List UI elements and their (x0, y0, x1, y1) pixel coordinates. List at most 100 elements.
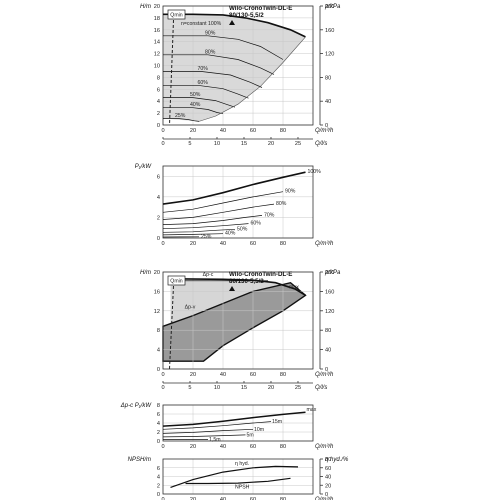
x2-tick-label: 10 (214, 141, 220, 147)
y2-tick-label: 200 (325, 270, 334, 276)
npsh-label: NPSH (235, 485, 250, 491)
qmin-box (167, 9, 186, 20)
x2-axis-label: Q/l/s (315, 141, 327, 147)
y-tick-label: 16 (154, 289, 160, 295)
y-axis-label: H/m (140, 4, 151, 10)
x2-tick-label: 25 (295, 141, 301, 147)
y2-tick-label: 0 (325, 367, 328, 373)
y-axis-label: NPSH/m (128, 457, 151, 463)
speed-curve-70pct (163, 71, 263, 88)
operating-field-area (163, 14, 306, 122)
speed-curve-50pct (163, 97, 236, 108)
x-tick-label: 60 (250, 128, 256, 134)
power-curve-80pct (162, 203, 275, 220)
dpc-label: Δp-c (203, 272, 214, 278)
y2-tick-label: 0 (325, 492, 328, 498)
x-tick-label: 40 (220, 497, 226, 500)
dpc-power-label-5m: 5m (247, 432, 254, 438)
y-tick-label: 0 (157, 123, 160, 129)
plot-frame (162, 165, 314, 239)
x2-tick-label: 20 (268, 141, 274, 147)
x-tick-label: 0 (161, 128, 164, 134)
dpc-power-curve-max (162, 411, 306, 427)
max-flow-boundary (198, 36, 306, 122)
x2-tick-label: 5 (188, 141, 191, 147)
qmin-box (167, 275, 186, 286)
speed-curve-40pct (163, 107, 224, 115)
y2-axis-label: p/kPa (324, 270, 341, 276)
power-label-50pct: 50% (237, 226, 248, 232)
x-tick-label: 20 (190, 372, 196, 378)
x-tick-label: 80 (280, 444, 286, 450)
y2-tick-label: 0 (325, 123, 328, 129)
y-tick-label: 12 (154, 52, 160, 58)
y2-tick-label: 120 (325, 309, 334, 315)
speed-curve-90pct (163, 35, 284, 60)
power-curve-70pct (162, 215, 263, 225)
x2-tick-label: 0 (161, 385, 164, 391)
chart-title: Wilo-CronoTwin-DL-E (229, 271, 292, 278)
x-tick-label: 60 (250, 497, 256, 500)
y-tick-label: 10 (154, 64, 160, 70)
efficiency-label: η hyd. (235, 461, 249, 467)
power-curve-100pct (162, 171, 306, 205)
x-tick-label: 80 (280, 241, 286, 247)
x2-tick-label: 25 (295, 385, 301, 391)
x-tick-label: 0 (161, 372, 164, 378)
x-tick-label: 0 (161, 497, 164, 500)
y-axis-label: H/m (140, 270, 151, 276)
y-tick-label: 0 (157, 439, 160, 445)
y-axis-label: Δp-c P₁/kW (120, 403, 153, 409)
dpc-power-label-15m: 15m (272, 419, 282, 425)
x-axis-label: Q/m³/h (315, 372, 334, 378)
y-axis-label: P₁/kW (135, 164, 153, 170)
x-tick-label: 0 (161, 444, 164, 450)
x-axis-label: Q/m³/h (315, 128, 334, 134)
y-tick-label: 6 (157, 87, 160, 93)
power-label-40pct: 40% (225, 231, 236, 237)
y-tick-label: 0 (157, 492, 160, 498)
x-axis-label: Q/m³/h (315, 497, 334, 500)
y2-axis-label: η hyd./% (325, 457, 349, 463)
power-curve-50pct (162, 228, 236, 233)
plot-frame (162, 5, 314, 126)
power-label-90pct: 90% (285, 189, 296, 195)
power-curve-60pct (162, 223, 249, 230)
y-tick-label: 4 (157, 99, 160, 105)
dpc-power-label-1-5m: 1,5m (209, 437, 221, 443)
y2-axis-label: p/kPa (324, 4, 341, 10)
x-tick-label: 80 (280, 497, 286, 500)
x-tick-label: 20 (190, 241, 196, 247)
y-tick-label: 6 (157, 412, 160, 418)
curve-label-70pct: 70% (198, 66, 209, 72)
y-tick-label: 14 (154, 40, 160, 46)
x-tick-label: 40 (220, 241, 226, 247)
x-tick-label: 60 (250, 241, 256, 247)
x2-tick-label: 20 (268, 385, 274, 391)
x2-tick-label: 10 (214, 385, 220, 391)
max-curve (170, 278, 306, 296)
dpc-power-curve-15m (162, 421, 272, 430)
power-curve-90pct (162, 191, 284, 213)
y-tick-label: 2 (157, 430, 160, 436)
dpc-power-curve-10m (162, 428, 254, 434)
curve-label-50pct: 50% (190, 92, 201, 98)
x-axis-label: Q/m³/h (315, 444, 334, 450)
y-tick-label: 2 (157, 483, 160, 489)
y-tick-label: 0 (157, 367, 160, 373)
y-tick-label: 8 (157, 75, 160, 81)
power-label-25pct: 25% (201, 234, 212, 240)
dpv-label: Δp-v (185, 304, 196, 310)
y2-tick-label: 120 (325, 52, 334, 58)
y2-tick-label: 80 (325, 75, 331, 81)
x-axis-label: Q/m³/h (315, 241, 334, 247)
x-tick-label: 60 (250, 444, 256, 450)
curve-label-25pct: 25% (175, 113, 186, 119)
speed-curve-80pct (163, 54, 275, 75)
plot-frame (162, 271, 314, 370)
y-tick-label: 8 (157, 328, 160, 334)
efficiency-curve (170, 465, 299, 488)
y2-tick-label: 60 (325, 466, 331, 472)
